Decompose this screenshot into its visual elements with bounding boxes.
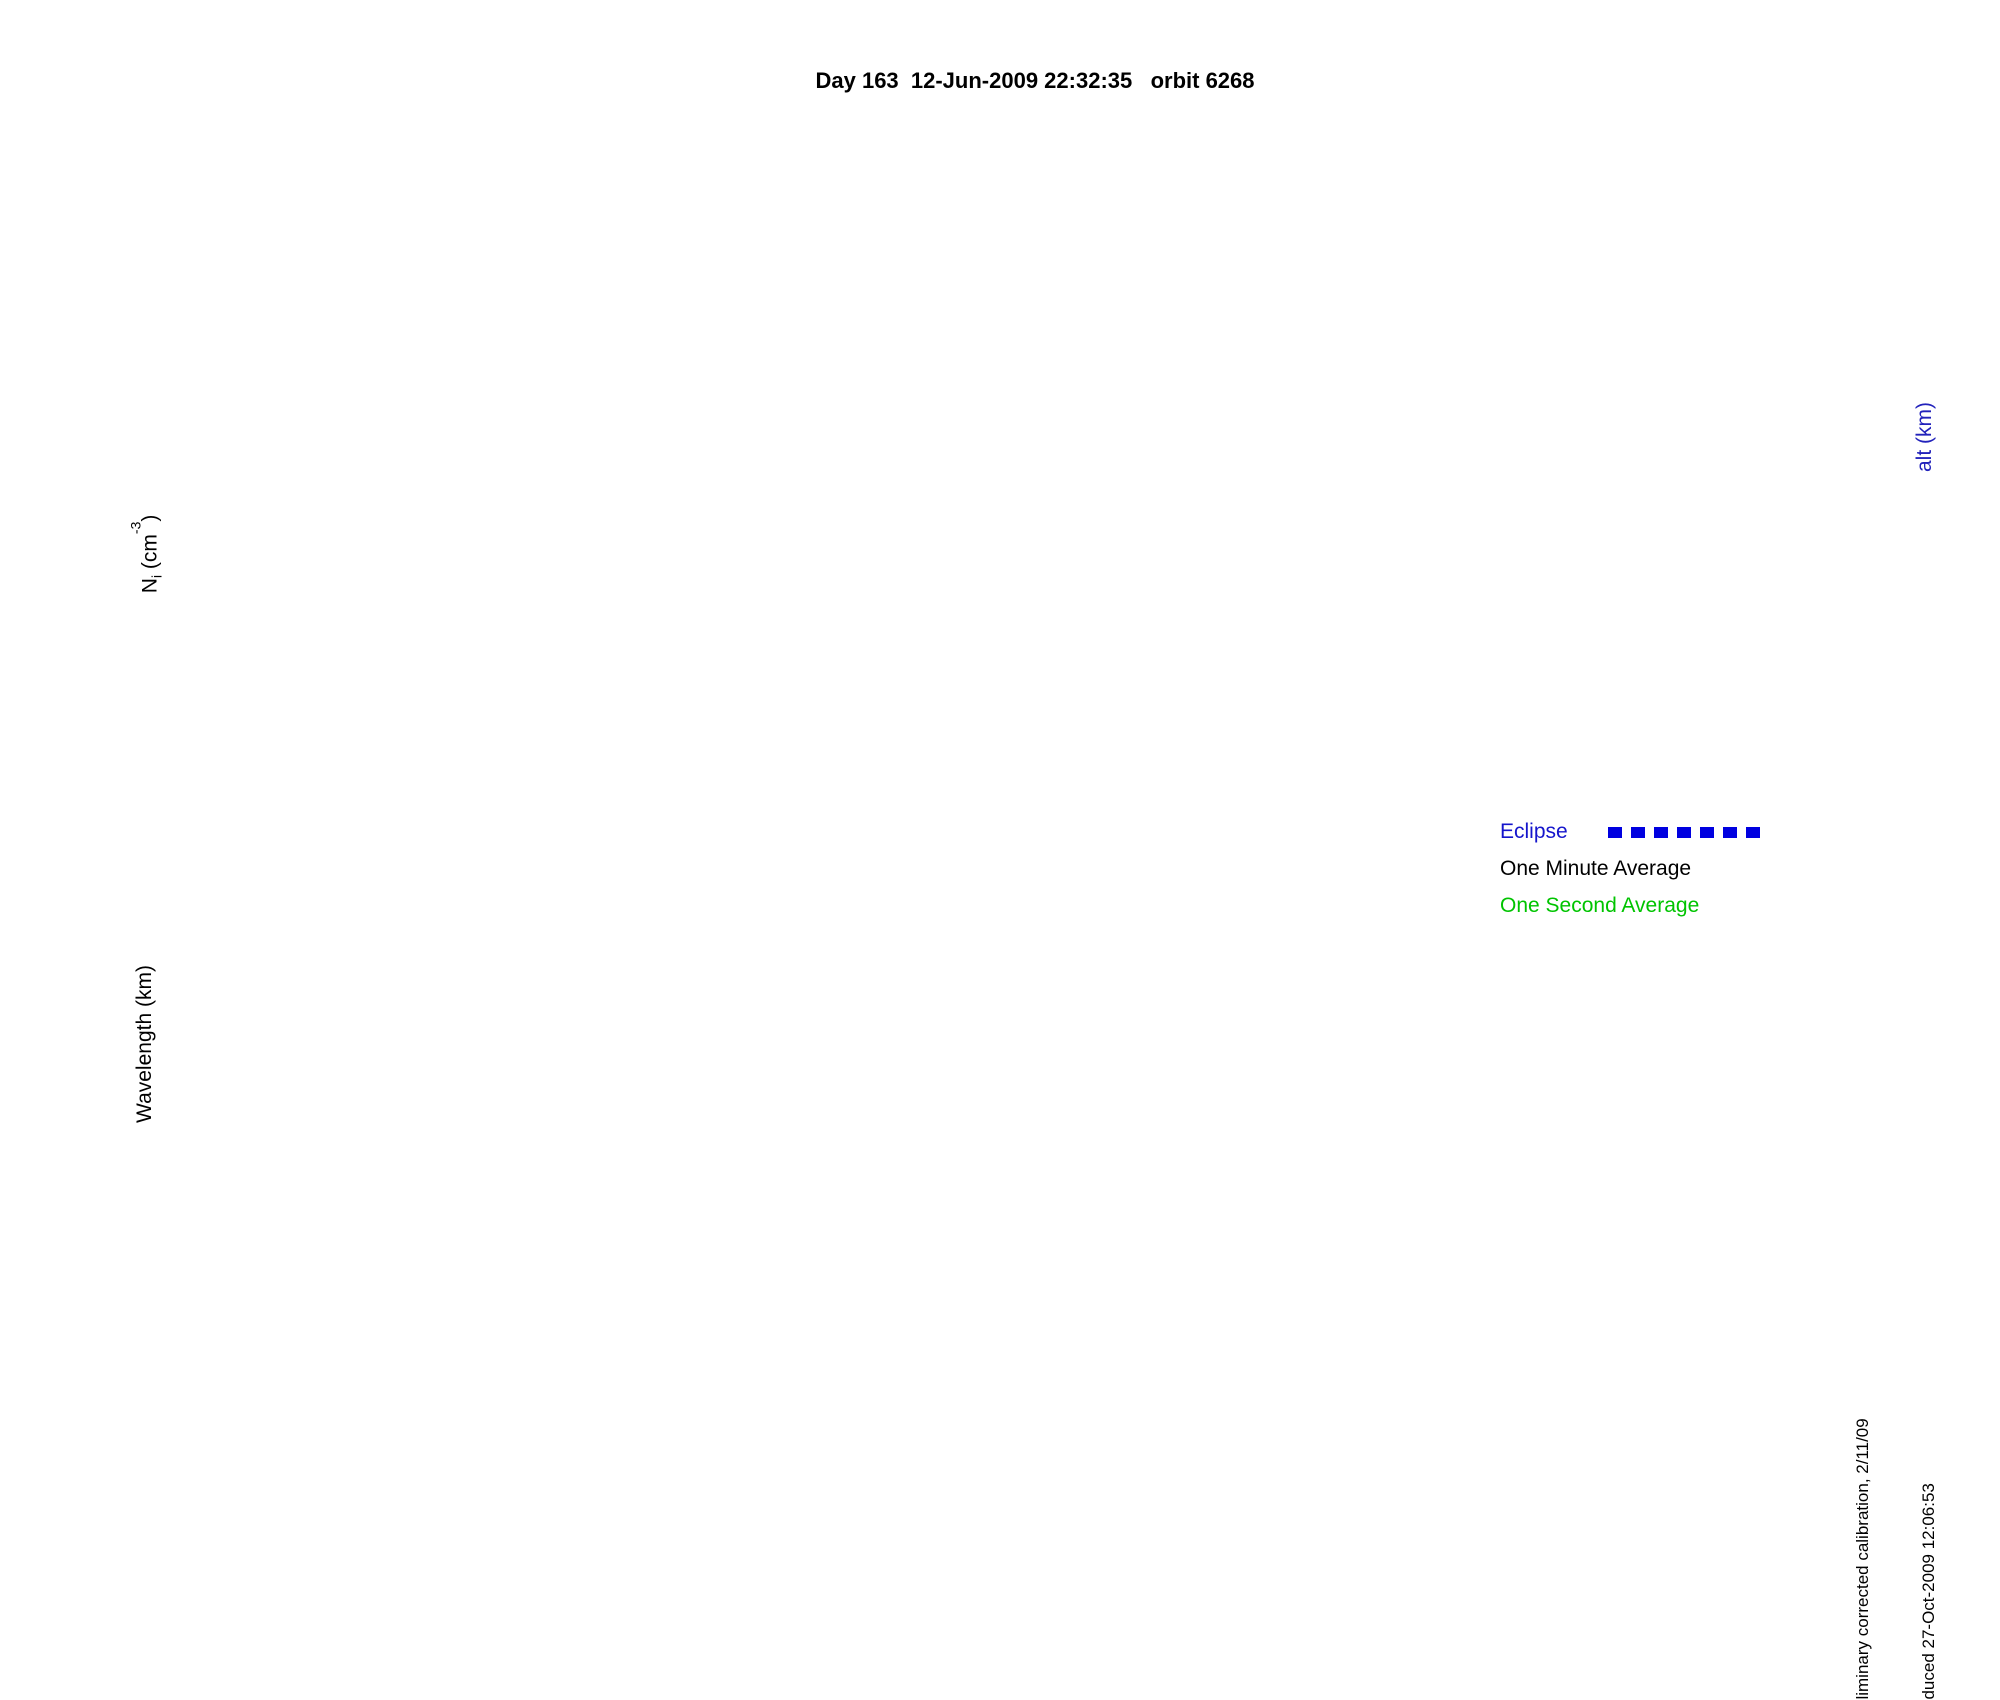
sidenote-line1: Preliminary corrected calibration, 2/11/… (1853, 1418, 1872, 1700)
density-axis-label: Ni (cm-3) (127, 514, 165, 594)
legend-one-minute-label: One Minute Average (1500, 857, 1692, 880)
page-title: Day 163 12-Jun-2009 22:32:35 orbit 6268 (815, 68, 1255, 93)
spectrogram-image (852, 971, 1475, 1117)
legend-eclipse-label: Eclipse (1500, 820, 1568, 843)
wavelength-axis-label: Wavelength (km) (133, 965, 156, 1123)
sidenote: Preliminary corrected calibration, 2/11/… (1808, 1330, 1984, 1700)
legend-one-second-label: One Second Average (1500, 894, 1700, 917)
eclipse-dash-sample (1608, 827, 1764, 838)
sidenote-line2: Produced 27-Oct-2009 12:06:53 (1919, 1483, 1938, 1700)
alt-axis-label: alt (km) (1913, 402, 1936, 472)
